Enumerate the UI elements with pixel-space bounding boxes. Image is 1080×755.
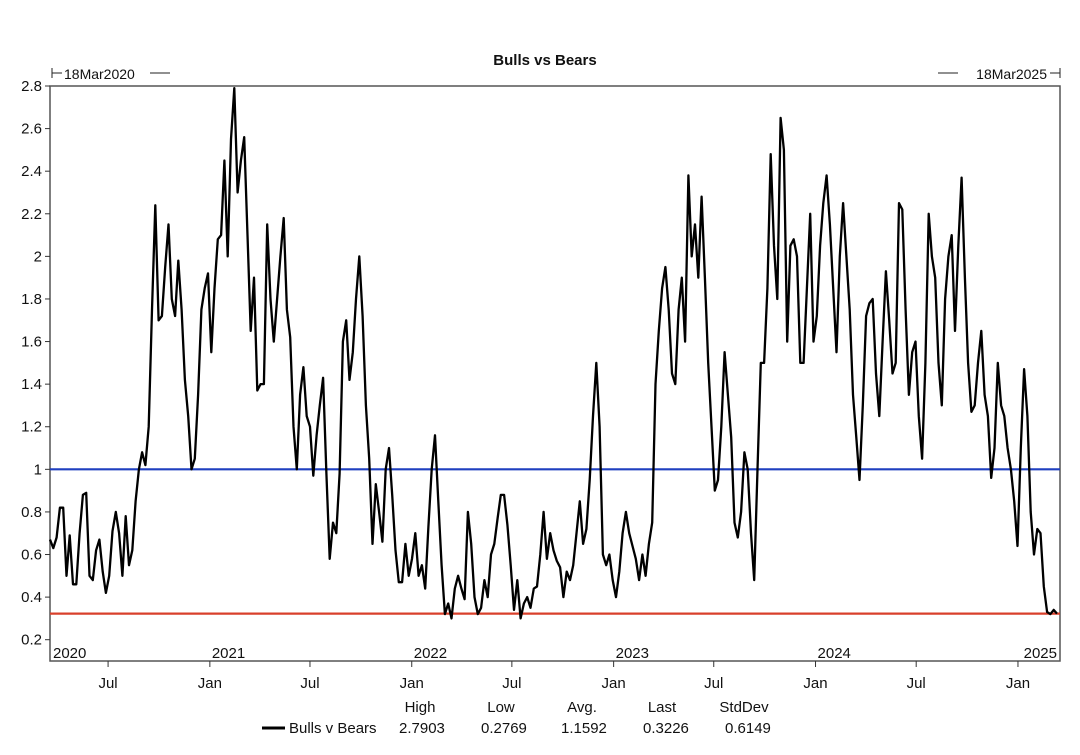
stat-header-low: Low (487, 699, 515, 716)
date-range-markers (51, 68, 1061, 78)
x-axis: 2020 2021 2022 2023 2024 2025 Jul Jan Jul Jan Jul J… (53, 645, 1057, 692)
stats-table: High Low Avg. Last StdDev Bulls v Bears … (262, 699, 771, 737)
y-tick-label: 0.8 (21, 504, 42, 521)
start-date-label: 18Mar2020 (64, 66, 135, 82)
y-tick-label: 0.4 (21, 589, 42, 606)
y-tick-label: 0.6 (21, 547, 42, 564)
stat-value-high: 2.7903 (399, 720, 445, 737)
y-tick-label: 2 (34, 248, 42, 265)
month-label: Jul (300, 675, 319, 692)
y-tick-label: 1.6 (21, 334, 42, 351)
series-layer (48, 86, 1058, 620)
stat-value-stddev: 0.6149 (725, 720, 771, 737)
month-label: Jul (98, 675, 117, 692)
year-label: 2024 (818, 645, 851, 662)
month-label: Jan (803, 675, 827, 692)
y-tick-label: 1 (34, 461, 42, 478)
month-label: Jul (704, 675, 723, 692)
y-tick-label: 2.2 (21, 206, 42, 223)
y-tick-label: 1.4 (21, 376, 42, 393)
stat-value-avg: 1.1592 (561, 720, 607, 737)
y-axis: 0.2 0.4 0.6 0.8 1 1.2 1.4 1.6 1.8 2 2.2 2.4 2.6 2.8 (21, 78, 50, 649)
legend-series-label: Bulls v Bears (289, 720, 377, 737)
year-label: 2022 (414, 645, 447, 662)
year-label: 2020 (53, 645, 86, 662)
y-tick-label: 1.8 (21, 291, 42, 308)
year-label: 2021 (212, 645, 245, 662)
end-date-label: 18Mar2025 (976, 66, 1047, 82)
month-label: Jul (907, 675, 926, 692)
y-tick-label: 1.2 (21, 419, 42, 436)
reference-lines (50, 468, 1060, 615)
y-tick-label: 2.4 (21, 163, 42, 180)
stat-value-low: 0.2769 (481, 720, 527, 737)
month-label: Jan (198, 675, 222, 692)
stat-header-avg: Avg. (567, 699, 597, 716)
year-label: 2023 (616, 645, 649, 662)
stat-header-last: Last (648, 699, 677, 716)
month-label: Jul (502, 675, 521, 692)
month-label: Jan (1006, 675, 1030, 692)
plot-area (49, 85, 1061, 662)
stat-header-high: High (405, 699, 436, 716)
stat-header-stddev: StdDev (719, 699, 769, 716)
y-tick-label: 2.8 (21, 78, 42, 95)
year-label: 2025 (1024, 645, 1057, 662)
month-label: Jan (400, 675, 424, 692)
month-label: Jan (602, 675, 626, 692)
chart-title: Bulls vs Bears (493, 52, 596, 69)
stat-value-last: 0.3226 (643, 720, 689, 737)
y-tick-label: 0.2 (21, 632, 42, 649)
y-tick-label: 2.6 (21, 121, 42, 138)
series-line-bulls-v-bears (48, 86, 1058, 620)
